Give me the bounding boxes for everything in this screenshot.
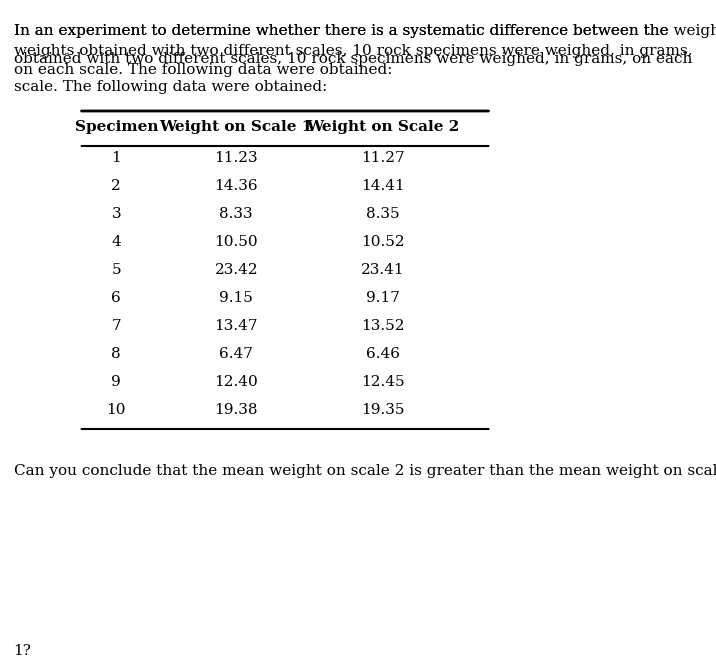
Text: Weight on Scale 1: Weight on Scale 1 — [160, 120, 313, 134]
Text: 9.17: 9.17 — [366, 291, 400, 305]
Text: 7: 7 — [112, 319, 121, 333]
Text: 10.52: 10.52 — [361, 235, 405, 249]
Text: 2: 2 — [112, 179, 121, 193]
Text: In an experiment to determine whether there is a systematic difference between t: In an experiment to determine whether th… — [14, 24, 692, 77]
Text: 4: 4 — [112, 235, 121, 249]
Text: 12.40: 12.40 — [214, 375, 258, 389]
Text: 6.46: 6.46 — [366, 347, 400, 361]
Text: 12.45: 12.45 — [361, 375, 405, 389]
Text: 10.50: 10.50 — [215, 235, 258, 249]
Text: 19.35: 19.35 — [361, 403, 405, 417]
Text: 8.33: 8.33 — [220, 207, 253, 221]
Text: 1: 1 — [112, 151, 121, 165]
Text: 23.42: 23.42 — [215, 263, 258, 277]
Text: Specimen: Specimen — [74, 120, 158, 134]
Text: In an experiment to determine whether there is a systematic difference between t: In an experiment to determine whether th… — [14, 24, 716, 38]
Text: 6: 6 — [112, 291, 121, 305]
Text: 19.38: 19.38 — [215, 403, 258, 417]
Text: scale. The following data were obtained:: scale. The following data were obtained: — [14, 80, 327, 94]
Text: 11.23: 11.23 — [215, 151, 258, 165]
Text: 9: 9 — [112, 375, 121, 389]
Text: 14.41: 14.41 — [361, 179, 405, 193]
Text: Can you conclude that the mean weight on scale 2 is greater than the mean weight: Can you conclude that the mean weight on… — [14, 464, 716, 478]
Text: 8: 8 — [112, 347, 121, 361]
Text: 11.27: 11.27 — [361, 151, 405, 165]
Text: Weight on Scale 2: Weight on Scale 2 — [306, 120, 459, 134]
Text: 6.47: 6.47 — [219, 347, 253, 361]
Text: 1?: 1? — [14, 644, 32, 658]
Text: 3: 3 — [112, 207, 121, 221]
Text: obtained with two different scales, 10 rock specimens were weighed, in grams, on: obtained with two different scales, 10 r… — [14, 52, 692, 66]
Text: 8.35: 8.35 — [366, 207, 400, 221]
Text: 9.15: 9.15 — [219, 291, 253, 305]
Text: 5: 5 — [112, 263, 121, 277]
Text: 23.41: 23.41 — [361, 263, 405, 277]
Text: 13.52: 13.52 — [361, 319, 405, 333]
Text: 10: 10 — [107, 403, 126, 417]
Text: 13.47: 13.47 — [215, 319, 258, 333]
Text: 14.36: 14.36 — [215, 179, 258, 193]
